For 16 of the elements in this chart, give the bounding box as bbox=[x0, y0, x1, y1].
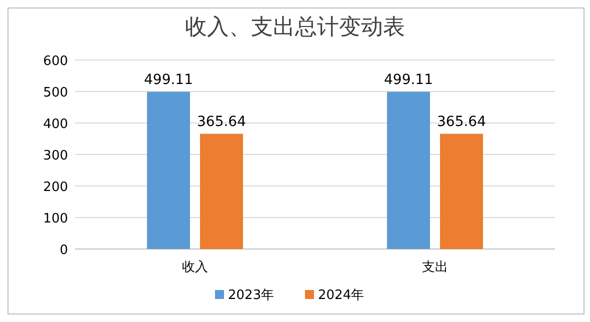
y-tick-label: 600 bbox=[43, 54, 68, 69]
y-tick-label: 300 bbox=[43, 148, 68, 164]
y-tick-label: 200 bbox=[43, 180, 68, 195]
y-tick-label: 400 bbox=[43, 117, 68, 132]
data-label: 365.64 bbox=[197, 114, 246, 130]
legend-label: 2023年 bbox=[228, 288, 274, 303]
legend-label: 2024年 bbox=[318, 288, 364, 303]
chart-title: 收入、支出总计变动表 bbox=[185, 15, 405, 40]
y-tick-label: 100 bbox=[43, 212, 68, 226]
data-label: 499.11 bbox=[144, 72, 193, 88]
x-tick-label: 收入 bbox=[182, 260, 208, 275]
data-label: 365.64 bbox=[437, 114, 486, 130]
y-tick-label: 500 bbox=[43, 86, 68, 100]
y-tick-label: 0 bbox=[60, 243, 68, 258]
data-label: 499.11 bbox=[384, 72, 433, 88]
x-tick-label: 支出 bbox=[422, 260, 448, 275]
